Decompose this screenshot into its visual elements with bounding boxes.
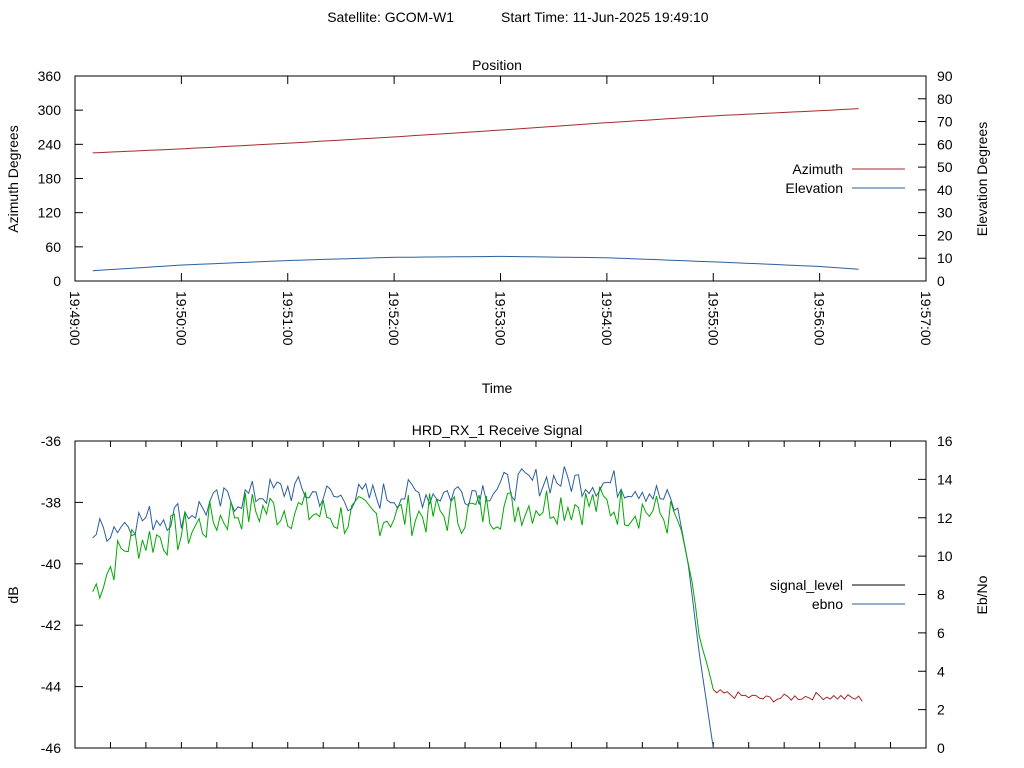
position-y2-tick-label: 60	[937, 136, 953, 152]
position-y-tick-label: 240	[38, 136, 62, 152]
signal-level-line	[712, 689, 863, 703]
position-y2-tick-label: 50	[937, 159, 953, 175]
signal-y-tick-label: -38	[41, 494, 61, 510]
signal-y2-axis-label: Eb/No	[974, 575, 990, 614]
position-x-tick-label: 19:52:00	[386, 291, 402, 346]
position-x-tick-label: 19:49:00	[67, 291, 83, 346]
signal-y2-tick-label: 12	[937, 510, 953, 526]
position-y-tick-label: 120	[38, 205, 62, 221]
elevation-line	[92, 255, 859, 272]
position-y-tick-label: 180	[38, 171, 62, 187]
position-y2-tick-label: 0	[937, 273, 945, 289]
position-y2-tick-label: 40	[937, 182, 953, 198]
position-y2-tick-label: 70	[937, 114, 953, 130]
position-y-axis-label: Azimuth Degrees	[5, 125, 21, 232]
signal-y2-tick-label: 4	[937, 663, 945, 679]
signal-y-tick-label: -40	[41, 556, 61, 572]
signal-y2-tick-label: 16	[937, 433, 953, 449]
position-chart-title: Position	[472, 57, 522, 73]
legend-ebno-label: ebno	[812, 596, 843, 612]
signal-level-locked-line	[92, 486, 714, 690]
position-x-tick-label: 19:55:00	[705, 291, 721, 346]
signal-y2-tick-label: 6	[937, 625, 945, 641]
signal-x-axis	[74, 441, 927, 748]
signal-y2-tick-label: 8	[937, 587, 945, 603]
signal-y2-tick-label: 2	[937, 702, 945, 718]
position-x-axis-label: Time	[482, 380, 513, 396]
ebno-line	[92, 466, 714, 749]
legend-signal-level-label: signal_level	[770, 577, 843, 593]
position-series	[92, 108, 863, 272]
legend-elevation-label: Elevation	[785, 180, 843, 196]
position-x-tick-label: 19:57:00	[918, 291, 934, 346]
satellite-label: Satellite: GCOM-W1	[327, 9, 454, 25]
signal-chart: HRD_RX_1 Receive Signal -46-44-42-40-38-…	[5, 422, 990, 756]
signal-y2-tick-label: 14	[937, 471, 953, 487]
signal-y2-tick-label: 10	[937, 548, 953, 564]
position-x-tick-label: 19:54:00	[599, 291, 615, 346]
position-y2-axis-label: Elevation Degrees	[974, 122, 990, 236]
position-y2-tick-label: 80	[937, 91, 953, 107]
signal-y-tick-label: -44	[41, 679, 61, 695]
signal-y-tick-label: -46	[41, 740, 61, 756]
position-x-axis: 19:49:00 19:50:00 19:51:00 19:52:00 19:53:00…	[67, 76, 934, 346]
signal-series	[92, 466, 863, 749]
start-time-label: Start Time: 11-Jun-2025 19:49:10	[501, 9, 709, 25]
position-x-tick-label: 19:50:00	[173, 291, 189, 346]
position-y2-tick-label: 10	[937, 250, 953, 266]
position-y2-axis: 0 10 20 30 40 50 60 70 80 90	[918, 68, 953, 289]
signal-y-axis-label: dB	[5, 586, 21, 603]
signal-y2-tick-label: 0	[937, 740, 945, 756]
azimuth-line	[92, 108, 859, 154]
signal-y2-axis: 0 2 4 6 8 10 12 14 16	[918, 433, 953, 756]
position-x-tick-label: 19:56:00	[812, 291, 828, 346]
signal-chart-title: HRD_RX_1 Receive Signal	[412, 422, 582, 438]
legend-azimuth-label: Azimuth	[792, 161, 843, 177]
position-x-tick-label: 19:53:00	[493, 291, 509, 346]
position-y2-tick-label: 30	[937, 205, 953, 221]
position-y-tick-label: 360	[38, 68, 62, 84]
signal-legend: signal_level ebno	[770, 577, 905, 612]
signal-y-axis: -46 -44 -42 -40 -38 -36	[41, 433, 83, 756]
position-y2-tick-label: 90	[937, 68, 953, 84]
position-y-axis: 0 60 120 180 240 300 360	[38, 68, 83, 289]
position-y-tick-label: 60	[45, 239, 61, 255]
position-x-tick-label: 19:51:00	[280, 291, 296, 346]
position-y-tick-label: 300	[38, 102, 62, 118]
position-legend: Azimuth Elevation	[785, 161, 905, 196]
position-y-tick-label: 0	[53, 273, 61, 289]
signal-y-tick-label: -36	[41, 433, 61, 449]
position-y2-tick-label: 20	[937, 227, 953, 243]
signal-y-tick-label: -42	[41, 617, 61, 633]
position-chart: Position 0 60 120 180 240 300 360 0 10 20 30 40 50 6…	[5, 57, 990, 396]
